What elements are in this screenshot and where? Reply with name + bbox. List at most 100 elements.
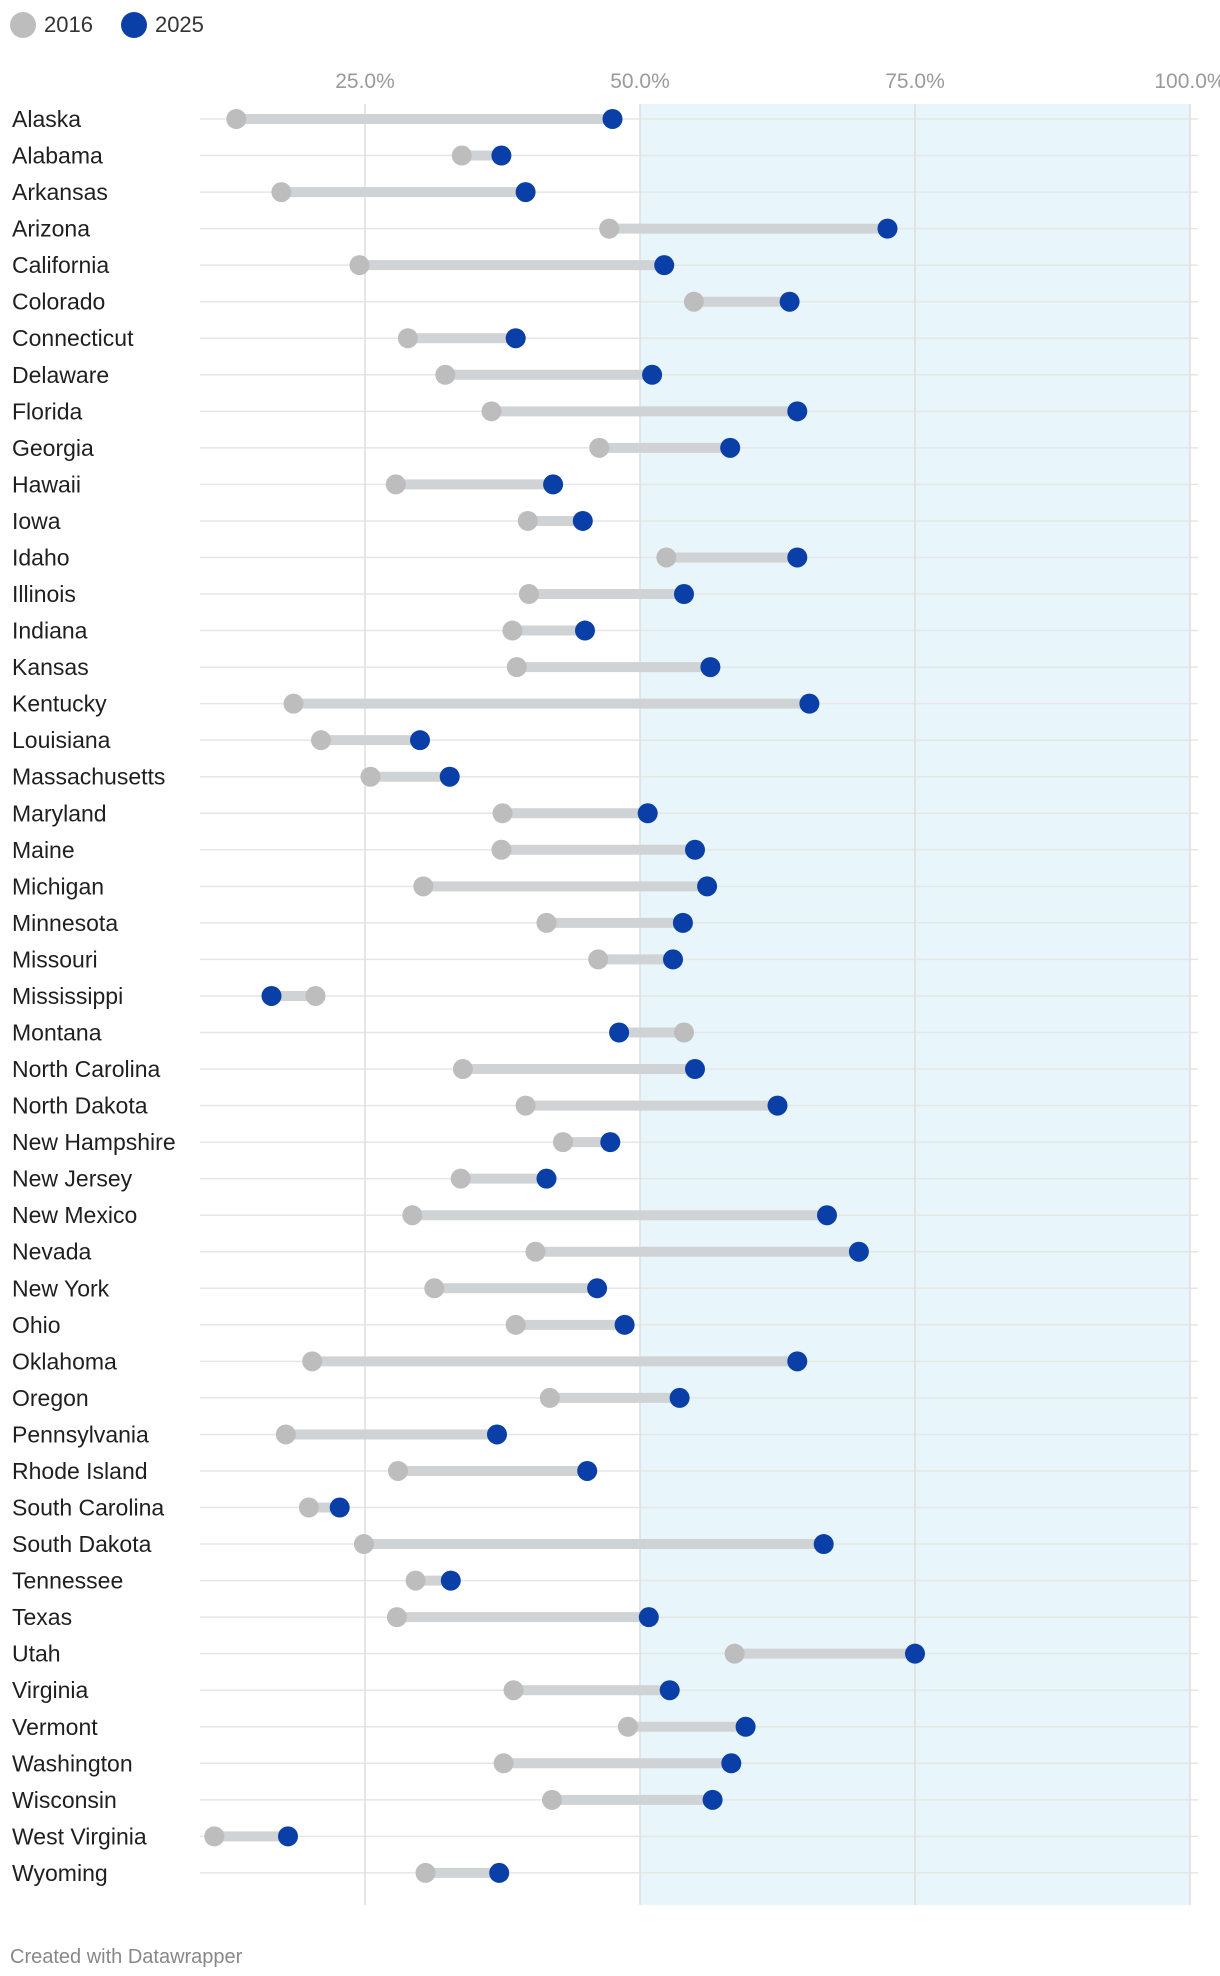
dot-2025 — [735, 1716, 756, 1737]
dot-2025 — [674, 584, 694, 605]
dumbbell-chart: 25.0% 50.0% 75.0% 100.0% Alaska Alabama Arkans… — [12, 70, 1220, 1905]
dot-2016 — [311, 730, 331, 751]
dot-2025 — [609, 1022, 630, 1043]
dot-2025 — [813, 1534, 834, 1555]
row-label-state: Delaware — [12, 362, 109, 388]
dot-2016 — [542, 1789, 562, 1810]
dot-2016 — [353, 1534, 374, 1555]
dot-2016 — [450, 1168, 471, 1189]
dot-2025 — [575, 620, 595, 641]
dot-2016 — [617, 1716, 638, 1737]
row-label-state: Pennsylvania — [12, 1421, 149, 1447]
dot-2016 — [226, 109, 247, 129]
dot-2025 — [767, 1095, 788, 1116]
dot-2016 — [385, 474, 406, 495]
dot-2016 — [302, 1351, 323, 1372]
dot-2025 — [672, 912, 693, 933]
dot-2025 — [659, 1680, 680, 1701]
row-label-state: Massachusetts — [12, 764, 165, 790]
legend-item-2025[interactable]: 2025 — [120, 12, 204, 38]
dot-2016 — [525, 1241, 546, 1262]
row-label-state: New Mexico — [12, 1202, 137, 1228]
legend-item-2016[interactable]: 2016 — [10, 12, 93, 38]
legend-dot-2025 — [120, 12, 147, 38]
row-label-state: Mississippi — [12, 983, 123, 1009]
dot-2025 — [685, 839, 705, 860]
dot-2025 — [577, 1460, 598, 1481]
dot-2016 — [502, 620, 523, 641]
dot-2025 — [685, 1059, 705, 1080]
dot-2016 — [386, 1607, 407, 1628]
dot-2016 — [506, 657, 527, 678]
dot-2025 — [799, 693, 820, 714]
dot-2025 — [848, 1241, 869, 1262]
dot-2016 — [275, 1424, 296, 1445]
dot-2025 — [817, 1205, 837, 1226]
dot-2025 — [329, 1497, 350, 1518]
dot-2016 — [553, 1132, 573, 1153]
dot-2025 — [572, 510, 593, 531]
dot-2016 — [424, 1278, 445, 1299]
dot-2025 — [700, 657, 721, 678]
row-label-state: Colorado — [12, 289, 105, 315]
x-tick-label: 75.0% — [885, 70, 945, 93]
dot-2025 — [261, 985, 282, 1006]
dot-2016 — [435, 364, 456, 385]
row-label-state: South Dakota — [12, 1531, 152, 1557]
footer-credit[interactable]: Created with Datawrapper — [10, 1946, 243, 1968]
row-label-state: West Virginia — [12, 1823, 147, 1849]
row-label-state: Florida — [12, 398, 83, 424]
dot-2025 — [487, 1424, 507, 1445]
dot-2025 — [600, 1132, 621, 1153]
x-tick-label: 50.0% — [610, 70, 670, 93]
dot-2016 — [505, 1314, 526, 1335]
dot-2016 — [349, 255, 370, 276]
dot-2016 — [599, 218, 620, 239]
row-label-state: Alabama — [12, 143, 103, 169]
dot-2025 — [638, 1607, 659, 1628]
dot-2025 — [779, 291, 800, 312]
legend-dot-2016 — [10, 12, 36, 38]
dot-2025 — [654, 255, 675, 276]
row-label-state: Maine — [12, 837, 75, 863]
dot-2025 — [440, 1570, 461, 1591]
dot-2025 — [505, 328, 526, 349]
dot-2016 — [492, 803, 513, 824]
row-label-state: Nevada — [12, 1239, 91, 1265]
dot-2016 — [536, 912, 557, 933]
dot-2016 — [388, 1460, 408, 1481]
row-label-state: Wisconsin — [12, 1787, 117, 1813]
dot-2025 — [515, 182, 536, 203]
dot-2016 — [452, 1059, 473, 1080]
row-label-state: Arizona — [12, 216, 90, 242]
dot-2016 — [517, 510, 538, 531]
row-label-state: Kansas — [12, 654, 89, 680]
dot-2016 — [397, 328, 418, 349]
dot-2025 — [787, 547, 808, 568]
dot-2016 — [271, 182, 292, 203]
row-label-state: Michigan — [12, 873, 104, 899]
dot-2025 — [439, 766, 460, 787]
row-label-state: North Dakota — [12, 1093, 148, 1119]
row-label-state: Wyoming — [12, 1860, 108, 1886]
dot-2016 — [415, 1862, 436, 1883]
row-label-state: New York — [12, 1275, 110, 1301]
dot-2025 — [787, 1351, 808, 1372]
dot-2016 — [539, 1387, 560, 1408]
row-label-state: Texas — [12, 1604, 72, 1630]
dot-2025 — [491, 145, 512, 166]
row-label-state: Vermont — [12, 1714, 98, 1740]
row-label-state: New Jersey — [12, 1166, 133, 1192]
dot-2016 — [588, 949, 609, 970]
row-label-state: Idaho — [12, 544, 70, 570]
row-label-state: Iowa — [12, 508, 61, 534]
row-label-state: Georgia — [12, 435, 94, 461]
row-label-state: Kentucky — [12, 691, 107, 717]
row-label-state: Arkansas — [12, 179, 108, 205]
row-label-state: Connecticut — [12, 325, 134, 351]
row-label-state: South Carolina — [12, 1495, 164, 1521]
dot-2025 — [602, 109, 623, 129]
row-label-state: Ohio — [12, 1312, 61, 1338]
dot-2025 — [614, 1314, 635, 1335]
row-label-state: Maryland — [12, 800, 107, 826]
